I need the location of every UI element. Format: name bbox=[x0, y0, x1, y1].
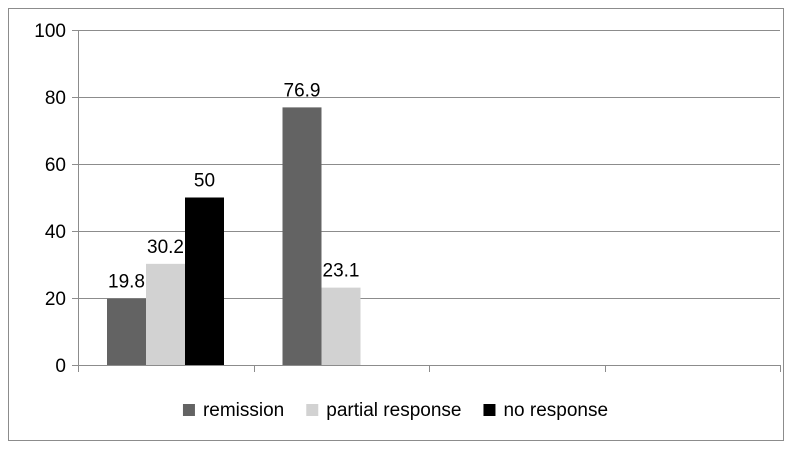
legend-item: remission bbox=[182, 400, 284, 421]
bar bbox=[282, 107, 322, 365]
bar bbox=[107, 298, 146, 365]
legend-swatch bbox=[483, 404, 496, 416]
data-label: 23.1 bbox=[323, 261, 360, 282]
y-tick-label: 100 bbox=[34, 21, 66, 42]
data-label: 76.9 bbox=[284, 80, 321, 101]
legend-swatch bbox=[306, 404, 319, 416]
y-tick-label: 20 bbox=[45, 289, 66, 310]
axes: 0 20 40 60 80 100 bbox=[34, 21, 781, 377]
legend-label: remission bbox=[203, 400, 284, 421]
y-tick-label: 80 bbox=[45, 88, 66, 109]
legend-item: no response bbox=[483, 400, 608, 421]
legend: remission partial response no response bbox=[182, 400, 608, 421]
y-tick-label: 60 bbox=[45, 155, 66, 176]
legend-label: partial response bbox=[326, 400, 461, 421]
legend-label: no response bbox=[503, 400, 608, 421]
data-label: 30.2 bbox=[147, 237, 184, 258]
chart-frame bbox=[8, 8, 784, 441]
bar bbox=[146, 263, 185, 365]
bar bbox=[321, 287, 361, 365]
data-label: 19.8 bbox=[108, 272, 145, 293]
y-tick-label: 40 bbox=[45, 222, 66, 243]
y-tick-label: 0 bbox=[55, 356, 66, 377]
bar bbox=[185, 197, 224, 365]
legend-item: partial response bbox=[306, 400, 461, 421]
bars bbox=[107, 107, 361, 365]
data-label: 50 bbox=[194, 171, 215, 192]
legend-swatch bbox=[182, 404, 195, 416]
data-labels: 19.8 76.9 30.2 23.1 50 bbox=[108, 80, 359, 292]
